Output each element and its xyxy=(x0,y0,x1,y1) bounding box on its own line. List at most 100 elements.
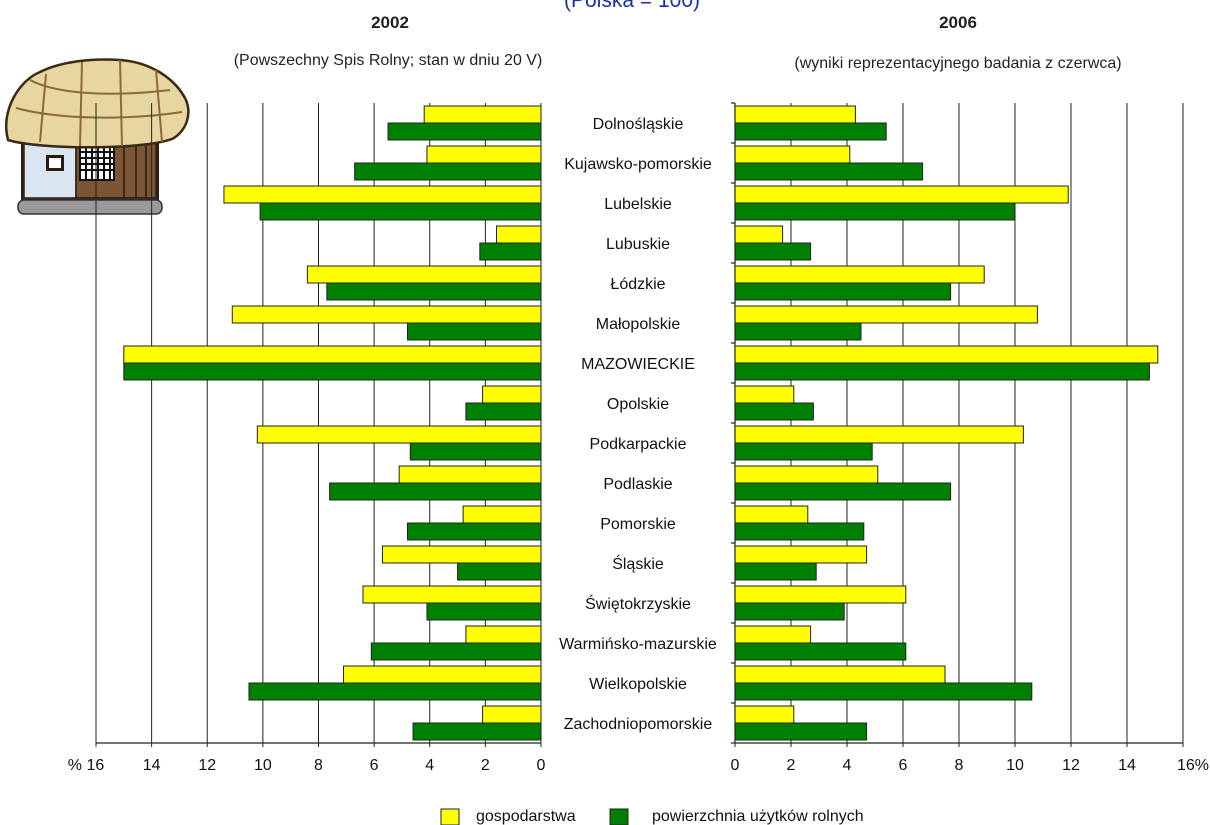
left-tick-label: 4 xyxy=(425,757,434,774)
bar-2002-gospodarstwa xyxy=(362,585,542,604)
bar-2002-powierzchnia xyxy=(259,202,542,221)
bar-2002-gospodarstwa xyxy=(426,145,542,164)
right-tick-label: 0 xyxy=(731,757,740,774)
bar-2002-powierzchnia xyxy=(457,562,542,581)
bar-2006-gospodarstwa xyxy=(734,145,851,164)
bar-2006-gospodarstwa xyxy=(734,425,1024,444)
bar-2006-powierzchnia xyxy=(734,242,812,261)
axes xyxy=(96,102,1183,744)
bar-2002-powierzchnia xyxy=(387,122,542,141)
category-label: Dolnośląskie xyxy=(593,116,684,133)
bar-2006-powierzchnia xyxy=(734,322,862,341)
bar-2006-powierzchnia xyxy=(734,722,868,741)
thatched-cottage-icon xyxy=(5,58,190,215)
category-label: Podlaskie xyxy=(603,476,672,493)
bar-2002-powierzchnia xyxy=(465,402,542,421)
category-label: Pomorskie xyxy=(600,516,676,533)
legend-swatch-powierzchnia xyxy=(609,808,629,825)
left-tick-label: 12 xyxy=(198,757,216,774)
category-label: Kujawsko-pomorskie xyxy=(564,156,712,173)
bar-2006-powierzchnia xyxy=(734,682,1033,701)
right-tick-label: 16% xyxy=(1177,757,1209,774)
bar-2006-powierzchnia xyxy=(734,522,865,541)
right-tick-label: 6 xyxy=(899,757,908,774)
bar-2002-powierzchnia xyxy=(326,282,542,301)
bar-2002-gospodarstwa xyxy=(256,425,542,444)
right-tick-label: 2 xyxy=(787,757,796,774)
bar-2006-gospodarstwa xyxy=(734,305,1038,324)
bar-2006-gospodarstwa xyxy=(734,625,812,644)
bar-2002-gospodarstwa xyxy=(381,545,542,564)
bar-2002-gospodarstwa xyxy=(465,625,542,644)
bar-2002-gospodarstwa xyxy=(482,385,542,404)
bar-2002-gospodarstwa xyxy=(231,305,542,324)
bar-2006-gospodarstwa xyxy=(734,225,784,244)
bar-2006-gospodarstwa xyxy=(734,665,946,684)
bar-2002-gospodarstwa xyxy=(123,345,542,364)
bar-2002-powierzchnia xyxy=(409,442,542,461)
category-label: MAZOWIECKIE xyxy=(581,356,695,373)
bar-2002-powierzchnia xyxy=(479,242,542,261)
bar-2006-gospodarstwa xyxy=(734,465,879,484)
legend-label-powierzchnia: powierzchnia użytków rolnych xyxy=(652,808,864,825)
left-panel-subtitle: (Powszechny Spis Rolny; stan w dniu 20 V… xyxy=(234,52,543,69)
category-label: Małopolskie xyxy=(596,316,681,333)
category-label: Zachodniopomorskie xyxy=(564,716,713,733)
legend-swatch-gospodarstwa xyxy=(440,808,460,825)
left-tick-labels: 0 2 4 6 8 10 12 14 % 16 xyxy=(68,757,546,774)
right-tick-label: 4 xyxy=(843,757,852,774)
category-label: Lubelskie xyxy=(604,196,672,213)
right-panel-subtitle: (wyniki reprezentacyjnego badania z czer… xyxy=(794,55,1121,72)
bar-2002-powierzchnia xyxy=(329,482,542,501)
bar-2006-gospodarstwa xyxy=(734,545,868,564)
bar-2006-gospodarstwa xyxy=(734,385,795,404)
right-tick-label: 14 xyxy=(1118,757,1136,774)
category-label: Łódzkie xyxy=(610,276,665,293)
bar-2006-powierzchnia xyxy=(734,282,952,301)
bar-2002-powierzchnia xyxy=(407,322,542,341)
bar-2002-powierzchnia xyxy=(354,162,542,181)
left-tick-label: 8 xyxy=(314,757,323,774)
bar-2006-powierzchnia xyxy=(734,482,952,501)
left-tick-label: 0 xyxy=(537,757,546,774)
bar-2006-gospodarstwa xyxy=(734,585,907,604)
bar-2002-powierzchnia xyxy=(426,602,542,621)
category-label: Śląskie xyxy=(612,554,664,573)
bar-2002-gospodarstwa xyxy=(423,105,542,124)
legend: gospodarstwa powierzchnia użytków rolnyc… xyxy=(440,808,864,825)
left-panel-title: 2002 xyxy=(371,13,409,32)
bar-2006-gospodarstwa xyxy=(734,105,856,124)
bar-2006-powierzchnia xyxy=(734,162,924,181)
category-label: Podkarpackie xyxy=(590,436,687,453)
bar-2002-gospodarstwa xyxy=(496,225,542,244)
left-tick-label: 6 xyxy=(370,757,379,774)
bar-2006-powierzchnia xyxy=(734,642,907,661)
bar-2002-gospodarstwa xyxy=(343,665,542,684)
bar-2006-powierzchnia xyxy=(734,402,814,421)
category-label: Opolskie xyxy=(607,396,669,413)
bar-2002-gospodarstwa xyxy=(398,465,542,484)
category-label: Lubuskie xyxy=(606,236,670,253)
bar-2006-powierzchnia xyxy=(734,602,845,621)
bar-2002-gospodarstwa xyxy=(306,265,542,284)
page-subtitle: (Polska = 100) xyxy=(564,0,700,12)
right-panel-title: 2006 xyxy=(939,13,977,32)
right-tick-label: 10 xyxy=(1006,757,1024,774)
bar-2006-gospodarstwa xyxy=(734,345,1159,364)
bar-2006-gospodarstwa xyxy=(734,185,1069,204)
bar-2006-gospodarstwa xyxy=(734,265,985,284)
bar-2006-powierzchnia xyxy=(734,362,1150,381)
legend-label-gospodarstwa: gospodarstwa xyxy=(476,808,576,825)
left-tick-label: 10 xyxy=(254,757,272,774)
bar-2006-powierzchnia xyxy=(734,202,1016,221)
bar-2002-gospodarstwa xyxy=(482,705,542,724)
left-bars xyxy=(123,105,542,741)
bar-2006-gospodarstwa xyxy=(734,705,795,724)
bar-2006-gospodarstwa xyxy=(734,505,809,524)
bar-2002-powierzchnia xyxy=(248,682,542,701)
right-tick-labels: 0 2 4 6 8 10 12 14 16% xyxy=(731,757,1209,774)
category-label: Warmińsko-mazurskie xyxy=(559,636,717,653)
left-tick-label: 2 xyxy=(481,757,490,774)
category-label: Świętokrzyskie xyxy=(585,594,691,613)
